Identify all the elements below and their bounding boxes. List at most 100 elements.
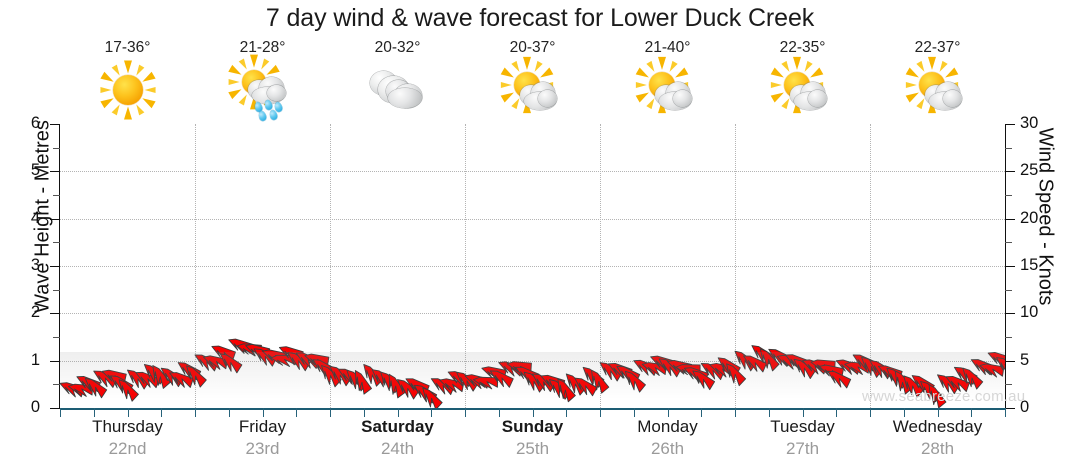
x-axis-tick [633,408,635,417]
wind-barb [574,377,598,397]
day-separator-gridline [330,124,331,408]
wind-barb [186,365,207,388]
x-axis-tick [667,408,669,417]
left-axis-minor-tick [53,147,60,149]
right-axis-minor-tick [1005,384,1012,386]
x-axis-tick [93,408,95,417]
x-axis-tick [870,408,871,417]
x-axis-tick [903,408,905,417]
x-axis-tick [498,408,500,417]
sun-rays-icon [227,54,280,110]
cloud-icon [761,60,845,120]
wind-barb [624,370,646,393]
wind-barb [354,370,372,395]
right-axis-tick [1005,360,1015,362]
right-axis-minor-tick [1005,147,1012,149]
x-axis-tick [161,408,163,417]
left-axis-tick-label: 6 [30,114,40,132]
day-name: Tuesday [770,417,835,436]
left-axis-tick-label: 2 [30,303,40,322]
left-axis-minor-tick [53,384,60,386]
x-axis-tick [735,408,736,417]
right-axis-tick [1005,124,1015,125]
x-axis-tick [701,408,703,417]
partly-cloudy-icon [761,56,845,120]
horizontal-gridline [60,360,1005,362]
day-separator-gridline [600,124,601,408]
x-axis-tick [127,408,129,417]
right-axis-tick-label: 5 [1020,350,1030,369]
x-axis-tick [363,408,365,417]
x-axis-tick [768,408,770,417]
temperature-range: 17-36° [104,39,151,56]
x-axis-tick [330,408,331,417]
wind-barb [759,348,780,372]
wind-barb [962,367,984,390]
x-axis-tick [228,408,230,417]
left-axis-title: Wave Height - Metres [31,120,54,313]
temperature-range: 22-37° [914,39,961,56]
day-name: Friday [238,417,287,436]
day-header-band: 17-36° 21-28° 20-32° 20-37° 21-40° 22-35° 22-3… [60,38,1005,124]
day-header-friday: 21-28° [195,38,330,124]
wind-barb [726,363,747,387]
day-date: 23rd [245,439,280,458]
day-name: Saturday [361,417,434,436]
right-axis-tick-label: 10 [1020,303,1039,322]
left-axis-minor-tick [53,195,60,196]
wind-barb [827,370,852,389]
day-header-sunday: 20-37° [465,38,600,124]
right-axis-tick-label: 25 [1020,161,1039,180]
day-date: 24th [380,439,415,458]
wind-barb [945,376,970,393]
x-axis-tick [600,408,601,417]
right-axis-minor-tick [1005,242,1012,244]
wind-barb [641,362,667,376]
temperature-range: 20-37° [509,39,556,56]
partly-cloudy-icon [626,56,710,120]
horizontal-gridline [60,218,1005,220]
x-axis-tick [465,408,466,417]
partly-cloudy-icon [491,56,575,120]
sun-rays-icon [99,60,156,120]
left-axis-tick-label: 4 [30,208,40,227]
x-axis-tick [937,408,939,417]
left-axis-tick [50,124,60,125]
day-date: 26th [650,439,685,458]
sunny-icon [86,60,170,120]
wind-barb [67,383,94,397]
wind-barb [928,384,947,408]
temperature-range: 22-35° [779,39,826,56]
wind-barb [692,370,716,391]
right-axis-tick-label: 30 [1020,114,1039,132]
right-axis-tick [1005,171,1015,173]
day-label-thursday: Thursday 22nd [60,416,195,472]
right-axis-tick-label: 20 [1020,208,1039,227]
x-axis-tick [296,408,298,417]
rain-drops-icon [221,60,305,122]
cloud-icon [626,60,710,120]
day-name: Wednesday [892,417,983,436]
right-axis-tick [1005,218,1015,220]
cloud-icon [221,60,305,120]
day-separator-gridline [465,124,466,408]
day-separator-gridline [195,124,196,408]
temperature-range: 20-32° [374,39,421,56]
day-label-friday: Friday 23rd [195,416,330,472]
temperature-range: 21-40° [644,39,691,56]
x-axis-tick [566,408,568,417]
wind-barb [202,355,229,370]
wind-barb [489,370,514,388]
x-axis-tick [60,408,61,417]
x-axis-tick [397,408,399,417]
x-axis-tick [836,408,838,417]
left-axis-tick [50,218,60,220]
wind-barb-series [60,338,1005,408]
watermark: www.seabreeze.com.au [862,388,1026,405]
day-separator-gridline [735,124,736,408]
wind-barb [219,353,243,374]
temperature-range: 21-28° [239,39,286,56]
right-axis-title: Wind Speed - Knots [1034,127,1057,306]
left-axis-minor-tick [53,289,60,291]
x-axis-tick [431,408,433,417]
